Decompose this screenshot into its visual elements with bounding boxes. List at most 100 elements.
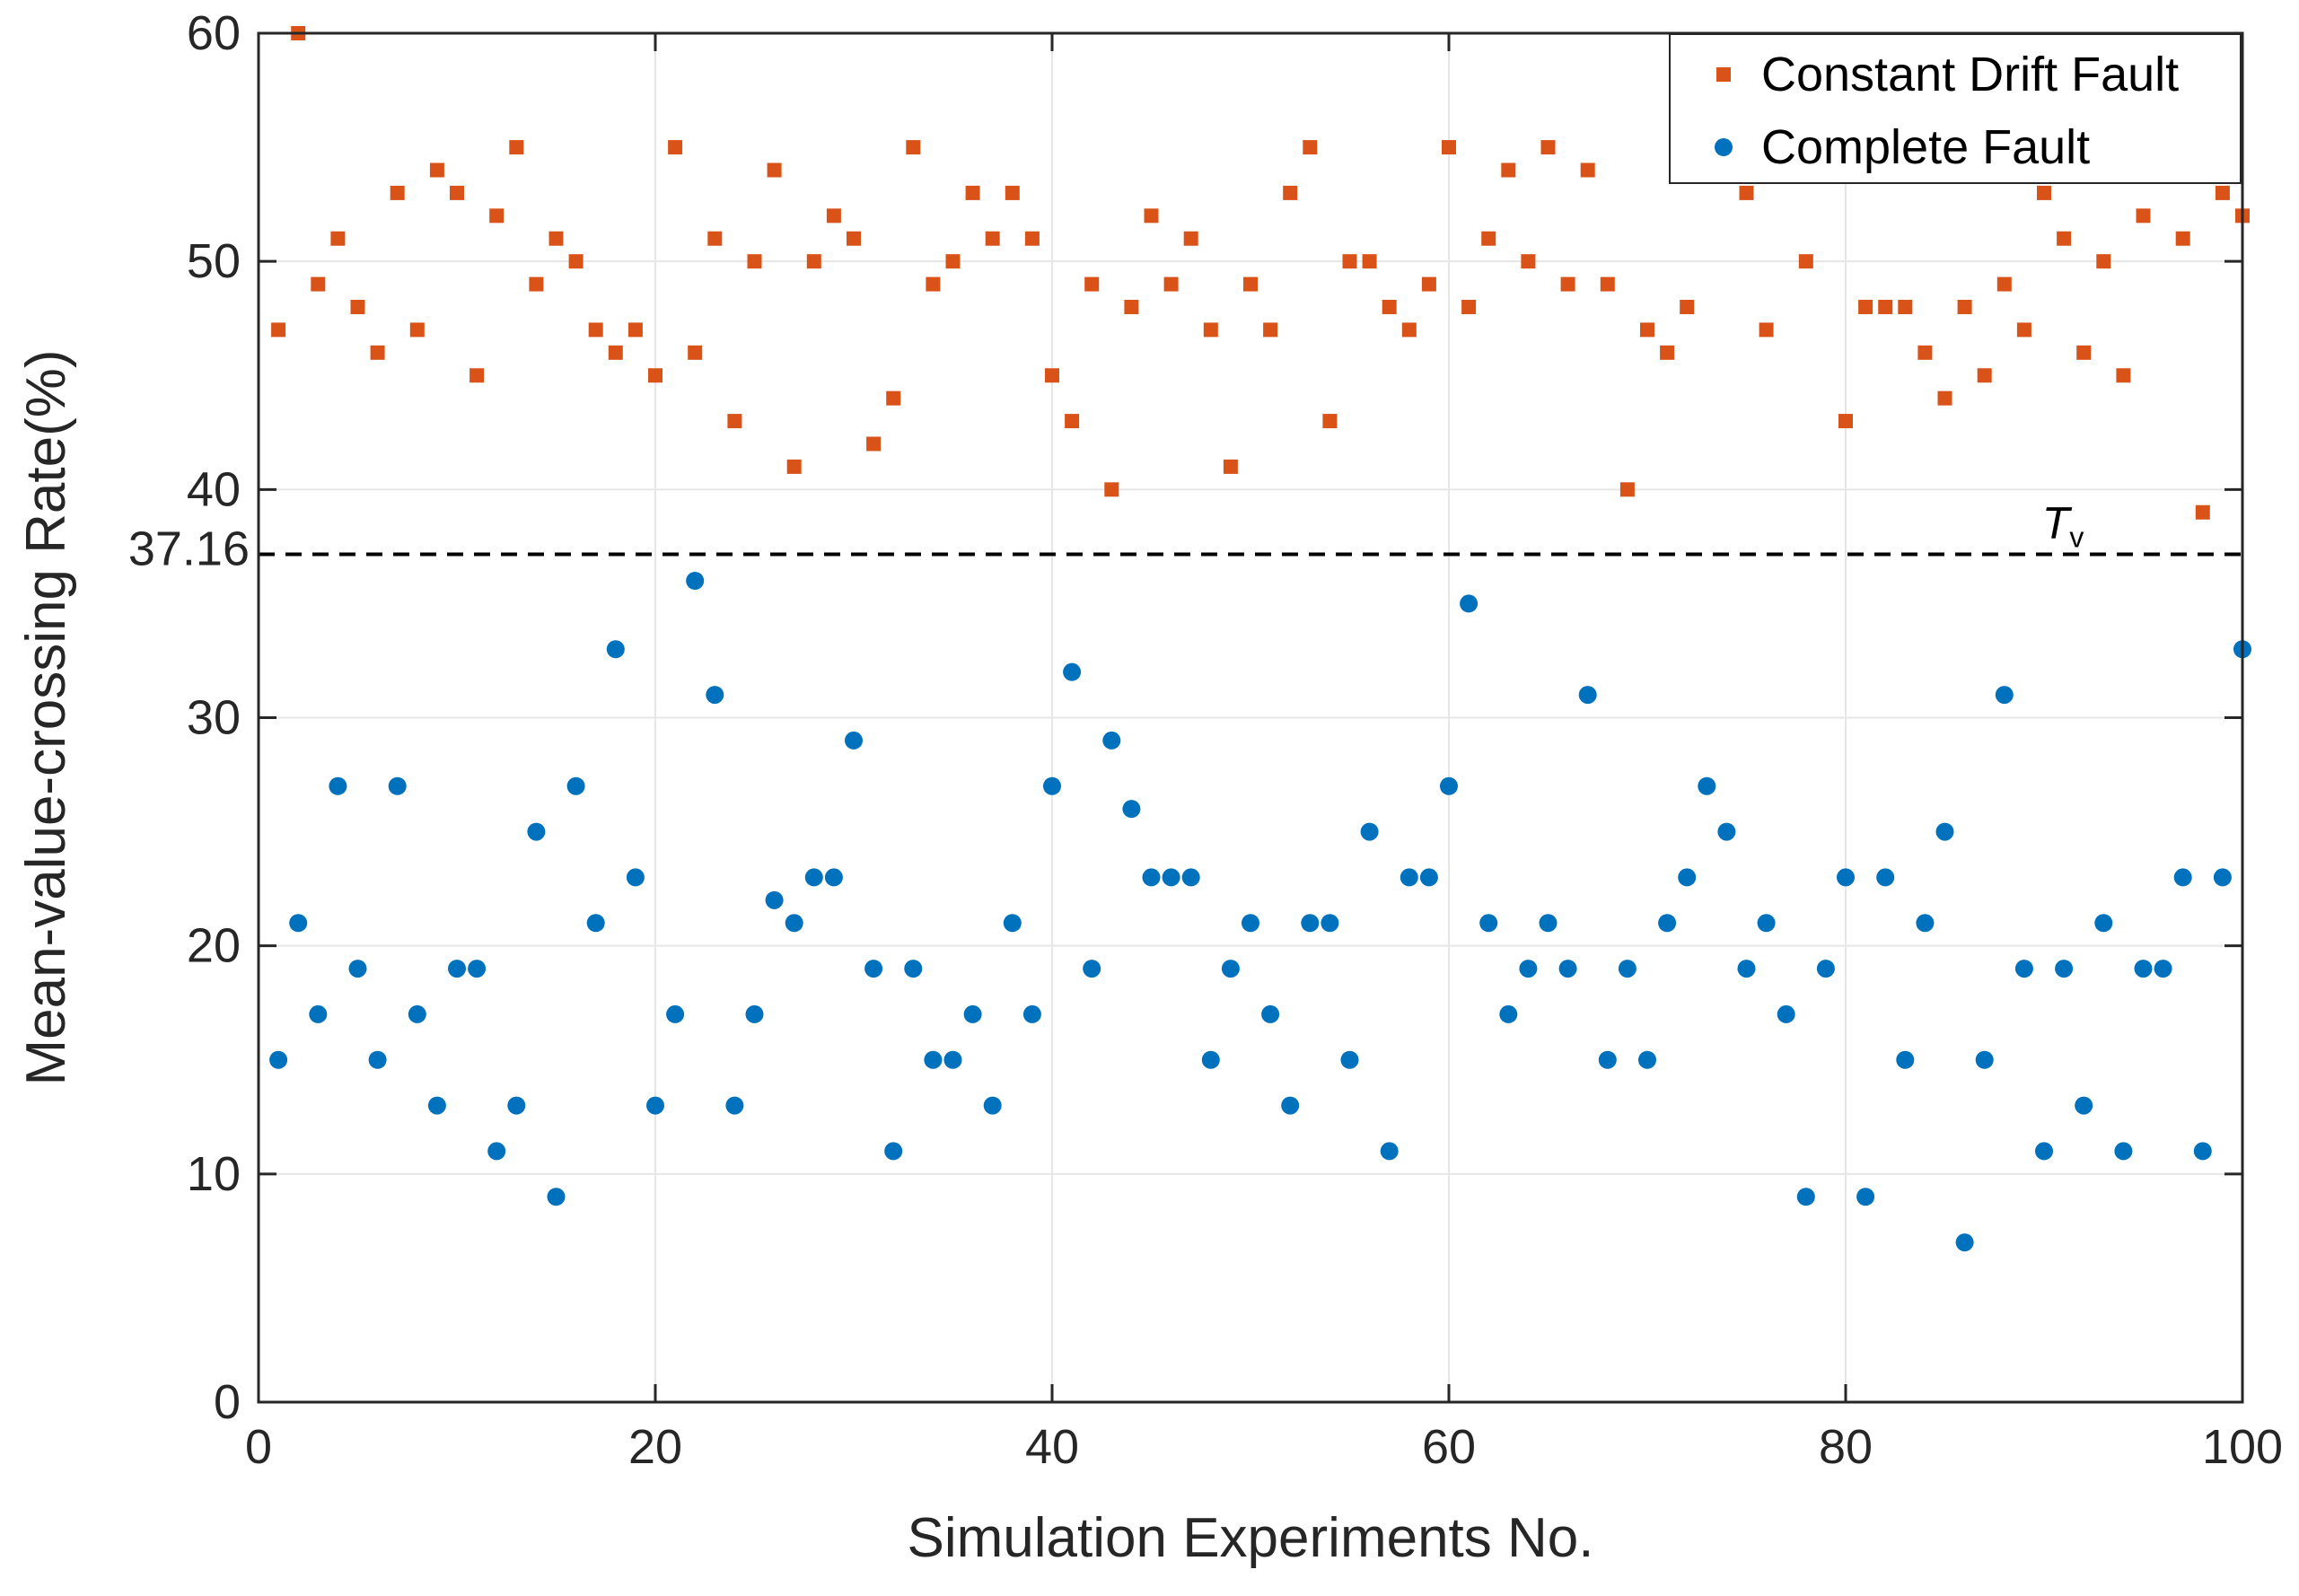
data-point-circle: [606, 640, 625, 659]
data-point-circle: [2193, 1142, 2212, 1161]
data-point-square: [2076, 345, 2092, 360]
data-point-square: [1759, 322, 1774, 338]
data-point-square: [1680, 300, 1695, 314]
data-point-square: [568, 254, 584, 269]
data-point-circle: [626, 868, 645, 887]
data-point-circle: [943, 1050, 962, 1069]
data-point-square: [608, 345, 623, 360]
data-point-square: [926, 276, 941, 292]
data-point-circle: [2055, 960, 2074, 978]
data-point-square: [330, 231, 346, 246]
data-point-square: [2096, 254, 2111, 269]
data-point-square: [271, 322, 286, 338]
data-point-circle: [1618, 960, 1637, 978]
data-point-square: [1104, 482, 1119, 497]
data-point-square: [1600, 276, 1615, 292]
data-point-circle: [904, 960, 923, 978]
data-point-square: [2215, 185, 2230, 200]
data-point-circle: [864, 960, 883, 978]
data-point-circle: [1539, 914, 1558, 933]
data-point-circle: [547, 1188, 566, 1206]
x-tick-label: 80: [1819, 1420, 1873, 1474]
data-point-circle: [1816, 960, 1835, 978]
grid-lines: [258, 32, 2243, 1403]
data-point-square: [1660, 345, 1675, 360]
data-point-circle: [706, 686, 724, 705]
data-point-square: [1481, 231, 1496, 246]
data-point-square: [1957, 300, 1972, 314]
data-point-square: [1144, 208, 1159, 224]
x-tick-label: 0: [245, 1420, 272, 1474]
data-point-circle: [1083, 960, 1101, 978]
data-point-square: [409, 322, 425, 338]
data-point-circle: [1757, 914, 1776, 933]
data-point-circle: [1261, 1004, 1280, 1023]
x-axis-title: Simulation Experiments No.: [908, 1507, 1594, 1569]
data-point-square: [1560, 276, 1575, 292]
data-point-circle: [924, 1050, 943, 1069]
data-point-circle: [1975, 1050, 1994, 1069]
data-point-circle: [2134, 960, 2153, 978]
data-point-circle: [1022, 1004, 1041, 1023]
data-point-square: [1461, 300, 1477, 314]
data-point-square: [886, 390, 901, 406]
data-point-square: [1223, 459, 1238, 474]
data-point-circle: [1221, 960, 1240, 978]
data-point-circle: [745, 1004, 764, 1023]
data-point-square: [826, 208, 841, 224]
data-point-circle: [1162, 868, 1180, 887]
data-point-circle: [845, 731, 863, 750]
data-point-square: [1024, 231, 1040, 246]
threshold-annotation-sub: v: [2069, 522, 2084, 554]
data-point-circle: [269, 1050, 288, 1069]
data-point-square: [1996, 276, 2012, 292]
data-point-square: [1005, 185, 1020, 200]
data-point-square: [1065, 414, 1080, 429]
data-point-circle: [1301, 914, 1320, 933]
data-point-square: [1322, 414, 1338, 429]
data-point-circle: [1777, 1004, 1795, 1023]
data-point-circle: [1717, 822, 1736, 841]
data-point-circle: [884, 1142, 903, 1161]
data-point-circle: [566, 776, 585, 795]
data-point-square: [1540, 140, 1556, 155]
data-point-circle: [1460, 594, 1479, 613]
data-point-circle: [1499, 1004, 1518, 1023]
data-point-square: [370, 345, 385, 360]
data-point-circle: [1796, 1188, 1815, 1206]
data-point-circle: [1678, 868, 1697, 887]
data-point-square: [509, 140, 524, 155]
data-point-square: [1619, 482, 1635, 497]
data-point-square: [1362, 254, 1377, 269]
data-point-square: [906, 140, 921, 155]
y-tick-label: 30: [187, 691, 241, 745]
data-point-circle: [1142, 868, 1161, 887]
data-point-square: [707, 231, 723, 246]
data-point-square: [1898, 300, 1913, 314]
legend: Constant Drift Fault Complete Fault: [1669, 33, 2242, 184]
data-point-circle: [1102, 731, 1121, 750]
data-point-circle: [1598, 1050, 1617, 1069]
data-point-square: [727, 414, 742, 429]
data-point-square: [588, 322, 603, 338]
data-point-circle: [1201, 1050, 1220, 1069]
threshold-annotation-main: T: [2042, 498, 2073, 548]
data-point-circle: [2035, 1142, 2053, 1161]
data-point-square: [1977, 368, 1992, 383]
data-point-circle: [1360, 822, 1379, 841]
data-point-circle: [468, 960, 487, 978]
legend-swatch-complete-fault: [1715, 138, 1733, 156]
data-point-circle: [1043, 776, 1061, 795]
data-point-circle: [1995, 686, 2014, 705]
series-constant-drift-fault: [271, 26, 2250, 520]
y-tick-label: 0: [214, 1375, 241, 1429]
data-point-circle: [1916, 914, 1935, 933]
data-point-circle: [1242, 914, 1259, 933]
data-point-circle: [1955, 1233, 1974, 1252]
data-point-circle: [527, 822, 546, 841]
data-point-square: [1084, 276, 1100, 292]
data-point-circle: [1638, 1050, 1656, 1069]
data-point-circle: [1519, 960, 1538, 978]
data-point-circle: [2094, 914, 2113, 933]
